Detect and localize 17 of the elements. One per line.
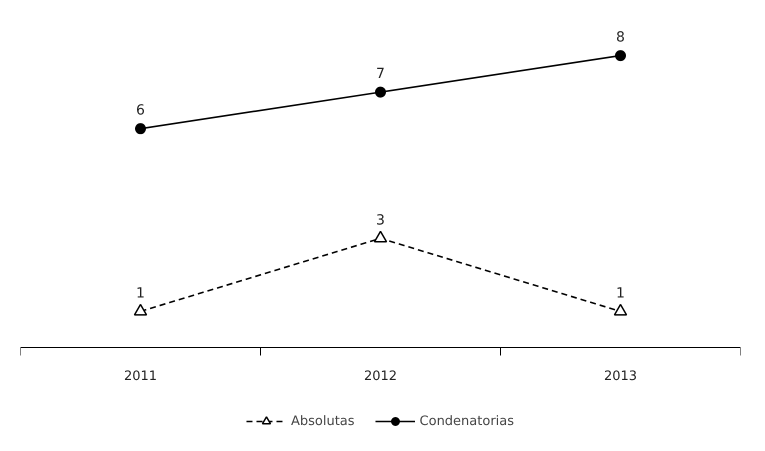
x-tick-label: 2011 — [124, 368, 158, 384]
point — [135, 123, 146, 134]
legend-label: Absolutas — [290, 414, 355, 428]
point — [615, 50, 626, 62]
data-label: 7 — [376, 66, 385, 82]
legend-label: Condenatorias — [420, 414, 514, 428]
data-label: 3 — [376, 212, 385, 228]
point — [374, 230, 388, 243]
x-tick-label: 2013 — [604, 368, 638, 384]
x-tick-label: 2012 — [364, 368, 398, 384]
point — [614, 304, 628, 316]
data-label: 8 — [616, 30, 625, 46]
data-label: 6 — [136, 102, 146, 119]
point — [375, 86, 386, 98]
point — [134, 304, 148, 316]
data-label: 1 — [616, 285, 625, 302]
data-label: 1 — [136, 285, 145, 302]
